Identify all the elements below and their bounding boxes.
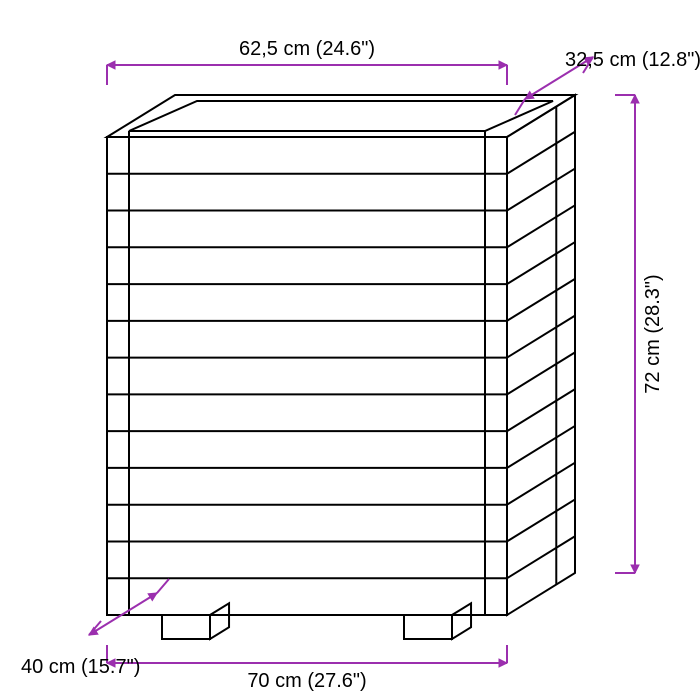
dim-bottom-width: 70 cm (27.6")	[247, 670, 366, 692]
dim-height: 72 cm (28.3")	[642, 274, 664, 393]
dim-top-width: 62,5 cm (24.6")	[239, 38, 375, 60]
dim-bottom-depth: 40 cm (15.7")	[21, 656, 140, 678]
dim-top-depth: 32,5 cm (12.8")	[565, 49, 700, 71]
